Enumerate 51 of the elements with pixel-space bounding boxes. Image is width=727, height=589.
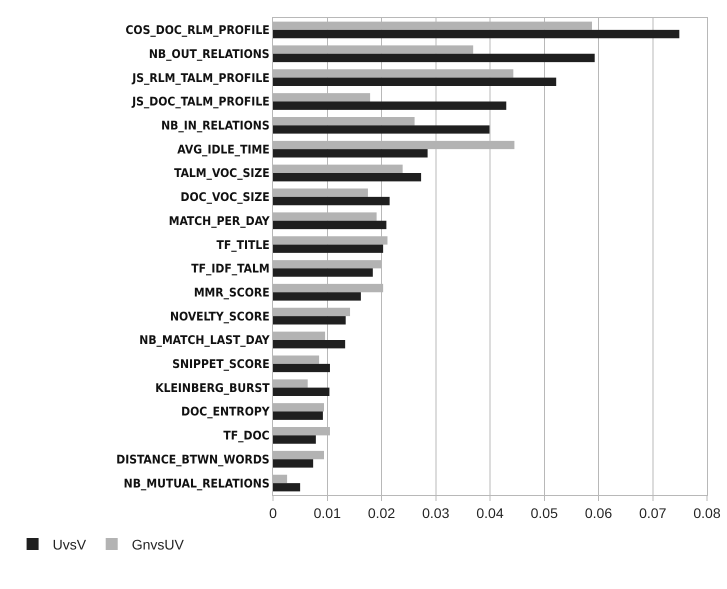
- bar: [273, 30, 680, 38]
- y-tick-label: TF_DOC: [223, 428, 270, 443]
- bar: [273, 364, 330, 372]
- y-tick-label: JS_RLM_TALM_PROFILE: [131, 70, 270, 85]
- bar: [273, 78, 556, 86]
- x-tick-label: 0.08: [693, 504, 721, 521]
- y-tick-label: NOVELTY_SCORE: [170, 309, 270, 324]
- y-tick-label: DOC_VOC_SIZE: [180, 190, 270, 204]
- bar: [273, 125, 490, 134]
- x-tick-label: 0.01: [314, 504, 342, 521]
- bar: [273, 483, 300, 492]
- x-tick-label: 0.06: [584, 504, 612, 521]
- bar: [273, 268, 373, 277]
- bar: [273, 292, 361, 301]
- bar: [273, 244, 384, 253]
- y-tick-label: MATCH_PER_DAY: [168, 214, 270, 228]
- bar: [273, 54, 595, 62]
- y-tick-label: KLEINBERG_BURST: [155, 380, 270, 395]
- bar: [273, 220, 386, 230]
- y-tick-label: NB_MATCH_LAST_DAY: [139, 333, 270, 348]
- bar: [273, 316, 346, 324]
- y-tick-label: NB_IN_RELATIONS: [161, 118, 270, 133]
- x-tick-label: 0: [269, 504, 278, 521]
- y-tick-label: SNIPPET_SCORE: [172, 357, 270, 372]
- y-tick-label: AVG_IDLE_TIME: [177, 142, 270, 156]
- bar: [273, 459, 314, 468]
- y-tick-label: JS_DOC_TALM_PROFILE: [131, 94, 270, 109]
- bar: [273, 388, 330, 396]
- y-tick-label: TF_IDF_TALM: [191, 262, 270, 276]
- y-tick-label: TF_TITLE: [216, 238, 270, 252]
- y-tick-label: NB_MUTUAL_RELATIONS: [124, 476, 270, 490]
- bar: [273, 196, 390, 206]
- bar: [273, 149, 428, 158]
- bar: [273, 101, 506, 110]
- x-tick-label: 0.03: [422, 504, 450, 521]
- x-tick-label: 0.05: [530, 504, 558, 521]
- bar: [273, 340, 346, 348]
- y-tick-label: DISTANCE_BTWN_WORDS: [116, 452, 270, 466]
- x-tick-label: 0.04: [476, 504, 504, 521]
- bar: [273, 173, 422, 182]
- bar: [273, 412, 323, 420]
- y-tick-label: NB_OUT_RELATIONS: [148, 46, 270, 61]
- legend-label: GnvsUV: [132, 536, 184, 552]
- bar: [273, 435, 316, 444]
- y-tick-label: MMR_SCORE: [194, 285, 270, 300]
- x-tick-label: 0.02: [368, 504, 396, 521]
- y-tick-label: TALM_VOC_SIZE: [174, 166, 270, 180]
- y-tick-label: DOC_ENTROPY: [181, 404, 270, 419]
- legend-label: UvsV: [52, 536, 87, 552]
- x-tick-label: 0.07: [639, 504, 667, 521]
- y-tick-label: COS_DOC_RLM_PROFILE: [125, 23, 270, 38]
